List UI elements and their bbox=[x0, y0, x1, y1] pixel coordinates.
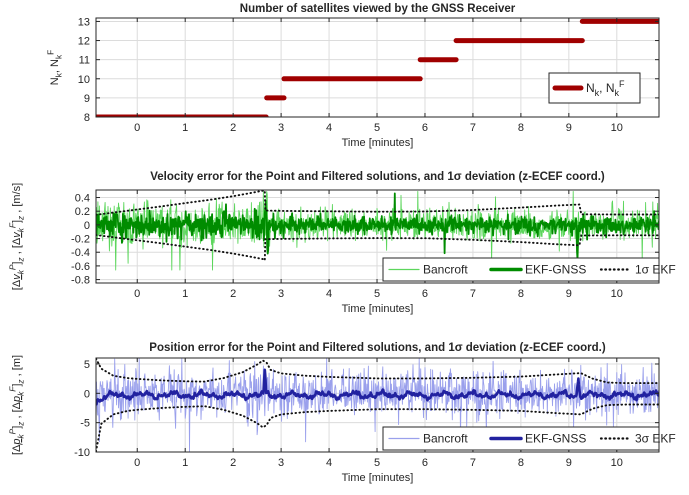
ticks bbox=[96, 18, 659, 118]
x-tick-label: 7 bbox=[470, 457, 476, 469]
x-axis-label: Time [minutes] bbox=[342, 303, 414, 315]
ticks bbox=[96, 358, 659, 453]
legend-label: Nk, NkF bbox=[586, 79, 625, 98]
legend-label: Bancroft bbox=[423, 432, 468, 446]
x-tick-label: 0 bbox=[134, 457, 140, 469]
y-tick-label: 8 bbox=[84, 112, 90, 124]
y-tick-label: 0.4 bbox=[75, 193, 90, 205]
y-axis-label: Nk, NkF bbox=[45, 50, 63, 85]
legend-label: EKF-GNSS bbox=[525, 432, 586, 446]
y-tick-label: 0.2 bbox=[75, 206, 90, 218]
x-tick-label: 6 bbox=[422, 457, 428, 469]
series-3-ekf-upper bbox=[96, 358, 659, 385]
x-tick-label: 10 bbox=[611, 288, 623, 300]
x-tick-label: 3 bbox=[278, 457, 284, 469]
x-tick-label: 10 bbox=[611, 122, 623, 134]
position-error-chart: 0 1 2 3 4 5 6 7 8 9 10 5 0 -5 -10 Position error for th… bbox=[7, 342, 675, 484]
x-axis-label: Time [minutes] bbox=[342, 472, 414, 484]
x-tick-label: 5 bbox=[374, 288, 380, 300]
y-tick-label: 9 bbox=[84, 93, 90, 105]
series-n-k-n-k-f bbox=[96, 18, 659, 117]
x-tick-label: 9 bbox=[566, 122, 572, 134]
y-tick-label: 5 bbox=[84, 359, 90, 371]
x-tick-label: 7 bbox=[470, 122, 476, 134]
x-tick-label: 0 bbox=[134, 288, 140, 300]
x-tick-label: 2 bbox=[230, 122, 236, 134]
series-ekf-gnss bbox=[96, 192, 659, 261]
velocity-error-chart: 0 1 2 3 4 5 6 7 8 9 10 0.40.2 0 -0.2-0.4 -0.6 -0.8 Veloc… bbox=[7, 171, 675, 315]
x-tick-label: 3 bbox=[278, 288, 284, 300]
y-tick-label: -0.6 bbox=[71, 261, 90, 273]
x-tick-label: 5 bbox=[374, 122, 380, 134]
x-axis-label: Time [minutes] bbox=[342, 137, 414, 149]
series-3-ekf-lower bbox=[96, 403, 659, 452]
x-tick-label: 4 bbox=[326, 457, 332, 469]
x-tick-label: 9 bbox=[566, 288, 572, 300]
y-tick-label: 12 bbox=[78, 36, 90, 48]
x-tick-label: 2 bbox=[230, 288, 236, 300]
x-tick-label: 0 bbox=[134, 122, 140, 134]
x-tick-label: 1 bbox=[182, 288, 188, 300]
series-layer bbox=[96, 18, 659, 117]
x-tick-label: 4 bbox=[326, 288, 332, 300]
x-tick-label: 8 bbox=[518, 457, 524, 469]
x-tick-label: 9 bbox=[566, 457, 572, 469]
y-tick-label: 10 bbox=[78, 74, 90, 86]
legend-label: 1σ EKF bbox=[635, 263, 676, 277]
y-axis-label: [ΔpkP]z , [ΔpkF]z , [m] bbox=[7, 355, 25, 455]
legend: Bancroft EKF-GNSS 1σ EKF bbox=[382, 257, 676, 282]
x-tick-label: 5 bbox=[374, 457, 380, 469]
y-tick-label: -0.8 bbox=[71, 275, 90, 287]
y-tick-label: 11 bbox=[79, 55, 90, 67]
y-tick-label: -0.2 bbox=[71, 234, 90, 246]
y-tick-label: 0 bbox=[84, 388, 90, 400]
legend-label: 3σ EKF bbox=[635, 432, 676, 446]
y-tick-label: -5 bbox=[80, 418, 90, 430]
x-tick-label: 2 bbox=[230, 457, 236, 469]
legend-label: Bancroft bbox=[423, 263, 468, 277]
x-tick-label: 1 bbox=[182, 457, 188, 469]
x-tick-label: 6 bbox=[422, 122, 428, 134]
x-tick-label: 3 bbox=[278, 122, 284, 134]
chart-title: Number of satellites viewed by the GNSS … bbox=[240, 3, 516, 15]
x-tick-label: 8 bbox=[518, 122, 524, 134]
y-tick-label: -0.4 bbox=[71, 247, 90, 259]
series-layer bbox=[96, 190, 659, 271]
x-tick-label: 6 bbox=[422, 288, 428, 300]
legend-label: EKF-GNSS bbox=[525, 263, 586, 277]
legend: Nk, NkF bbox=[548, 72, 641, 104]
y-tick-label: -10 bbox=[74, 447, 90, 459]
y-axis-label: [ΔvkP]z , [ΔvkF]z , [m/s] bbox=[7, 183, 25, 290]
chart-title: Position error for the Point and Filtere… bbox=[149, 342, 606, 354]
y-tick-label: 0 bbox=[84, 220, 90, 232]
series-layer bbox=[96, 358, 659, 452]
series-1-ekf-lower bbox=[96, 234, 659, 263]
legend: Bancroft EKF-GNSS 3σ EKF bbox=[382, 426, 676, 451]
y-tick-label: 13 bbox=[78, 16, 90, 28]
x-tick-label: 1 bbox=[182, 122, 188, 134]
x-tick-label: 4 bbox=[326, 122, 332, 134]
series-bancroft bbox=[96, 358, 659, 452]
chart-title: Velocity error for the Point and Filtere… bbox=[150, 171, 605, 183]
x-tick-label: 8 bbox=[518, 288, 524, 300]
series-ekf-gnss bbox=[96, 368, 659, 406]
x-tick-label: 7 bbox=[470, 288, 476, 300]
x-tick-label: 10 bbox=[611, 457, 623, 469]
